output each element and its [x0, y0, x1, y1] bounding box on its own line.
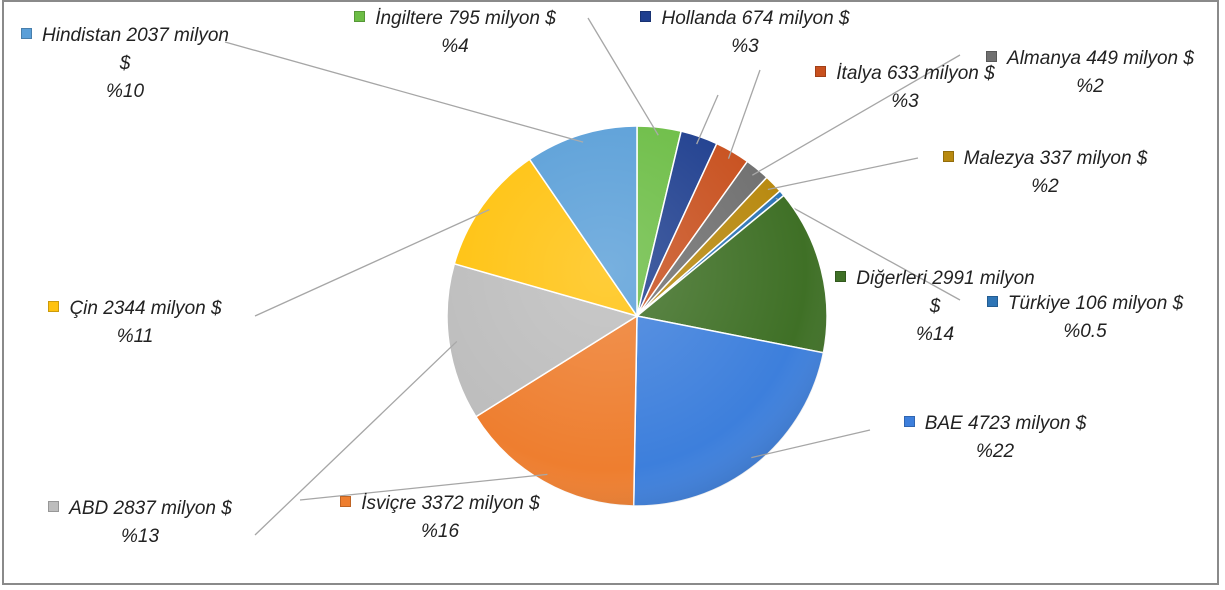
legend-key [835, 271, 847, 282]
leader-line [224, 41, 584, 143]
data-label: BAE 4723 milyon $ %22 [865, 410, 1125, 466]
percent-label: %13 [120, 526, 160, 547]
category-label: İngiltere [375, 8, 443, 29]
data-label: Diğerleri 2991 milyon $ %14 [830, 265, 1040, 349]
category-label: ABD [69, 498, 109, 519]
legend-key [903, 416, 915, 427]
category-label: Almanya [1007, 48, 1081, 69]
value-label: 337 milyon $ [1039, 148, 1148, 169]
data-label: Malezya 337 milyon $ %2 [915, 145, 1175, 201]
leader-line [727, 69, 761, 159]
data-label: Çin 2344 milyon $ %11 [5, 295, 265, 351]
category-label: İsviçre [361, 493, 417, 514]
legend-key [48, 501, 60, 512]
value-label: 3372 milyon $ [421, 493, 540, 514]
value-label: 2837 milyon $ [113, 498, 232, 519]
value-label: 2037 milyon $ [119, 25, 229, 74]
data-label: İtalya 633 milyon $ %3 [780, 60, 1030, 116]
category-label: Çin [69, 298, 98, 319]
percent-label: %3 [731, 36, 759, 57]
legend-key [640, 11, 652, 22]
value-label: 2344 milyon $ [103, 298, 222, 319]
data-label: İsviçre 3372 milyon $ %16 [320, 490, 560, 546]
data-label: ABD 2837 milyon $ %13 [10, 495, 270, 551]
legend-key [48, 301, 60, 312]
percent-label: %14 [915, 324, 955, 345]
value-label: 633 milyon $ [886, 63, 995, 84]
category-label: İtalya [836, 63, 882, 84]
category-label: Hindistan [42, 25, 122, 46]
data-label: Almanya 449 milyon $ %2 [970, 45, 1210, 101]
legend-key [354, 11, 366, 22]
category-label: Hollanda [661, 8, 737, 29]
percent-label: %10 [105, 81, 145, 102]
legend-key [340, 496, 352, 507]
legend-key [986, 296, 998, 307]
percent-label: %2 [1076, 76, 1104, 97]
percent-label: %2 [1031, 176, 1059, 197]
legend-key [21, 28, 33, 39]
value-label: 2991 milyon $ [929, 268, 1035, 317]
percent-label: %3 [891, 91, 919, 112]
value-label: 106 milyon $ [1075, 293, 1184, 314]
category-label: Malezya [963, 148, 1035, 169]
category-label: Türkiye [1007, 293, 1071, 314]
value-label: 449 milyon $ [1086, 48, 1194, 69]
value-label: 674 milyon $ [741, 8, 850, 29]
percent-label: %11 [116, 326, 154, 347]
legend-key [986, 51, 998, 62]
data-label: Hindistan 2037 milyon $ %10 [20, 22, 230, 106]
value-label: 4723 milyon $ [968, 413, 1087, 434]
percent-label: %22 [975, 441, 1015, 462]
data-label: Türkiye 106 milyon $ %0.5 [955, 290, 1215, 346]
value-label: 795 milyon $ [448, 8, 556, 29]
data-label: İngiltere 795 milyon $ %4 [320, 5, 590, 61]
percent-label: %0.5 [1063, 321, 1107, 342]
category-label: Diğerleri [856, 268, 927, 289]
category-label: BAE [924, 413, 963, 434]
leader-line [696, 94, 719, 145]
legend-key [942, 151, 954, 162]
legend-key [815, 66, 827, 77]
data-label: Hollanda 674 milyon $ %3 [615, 5, 875, 61]
percent-label: %16 [420, 521, 460, 542]
leader-line [767, 157, 919, 191]
percent-label: %4 [441, 36, 469, 57]
leader-line [254, 340, 458, 536]
leader-line [587, 17, 659, 136]
